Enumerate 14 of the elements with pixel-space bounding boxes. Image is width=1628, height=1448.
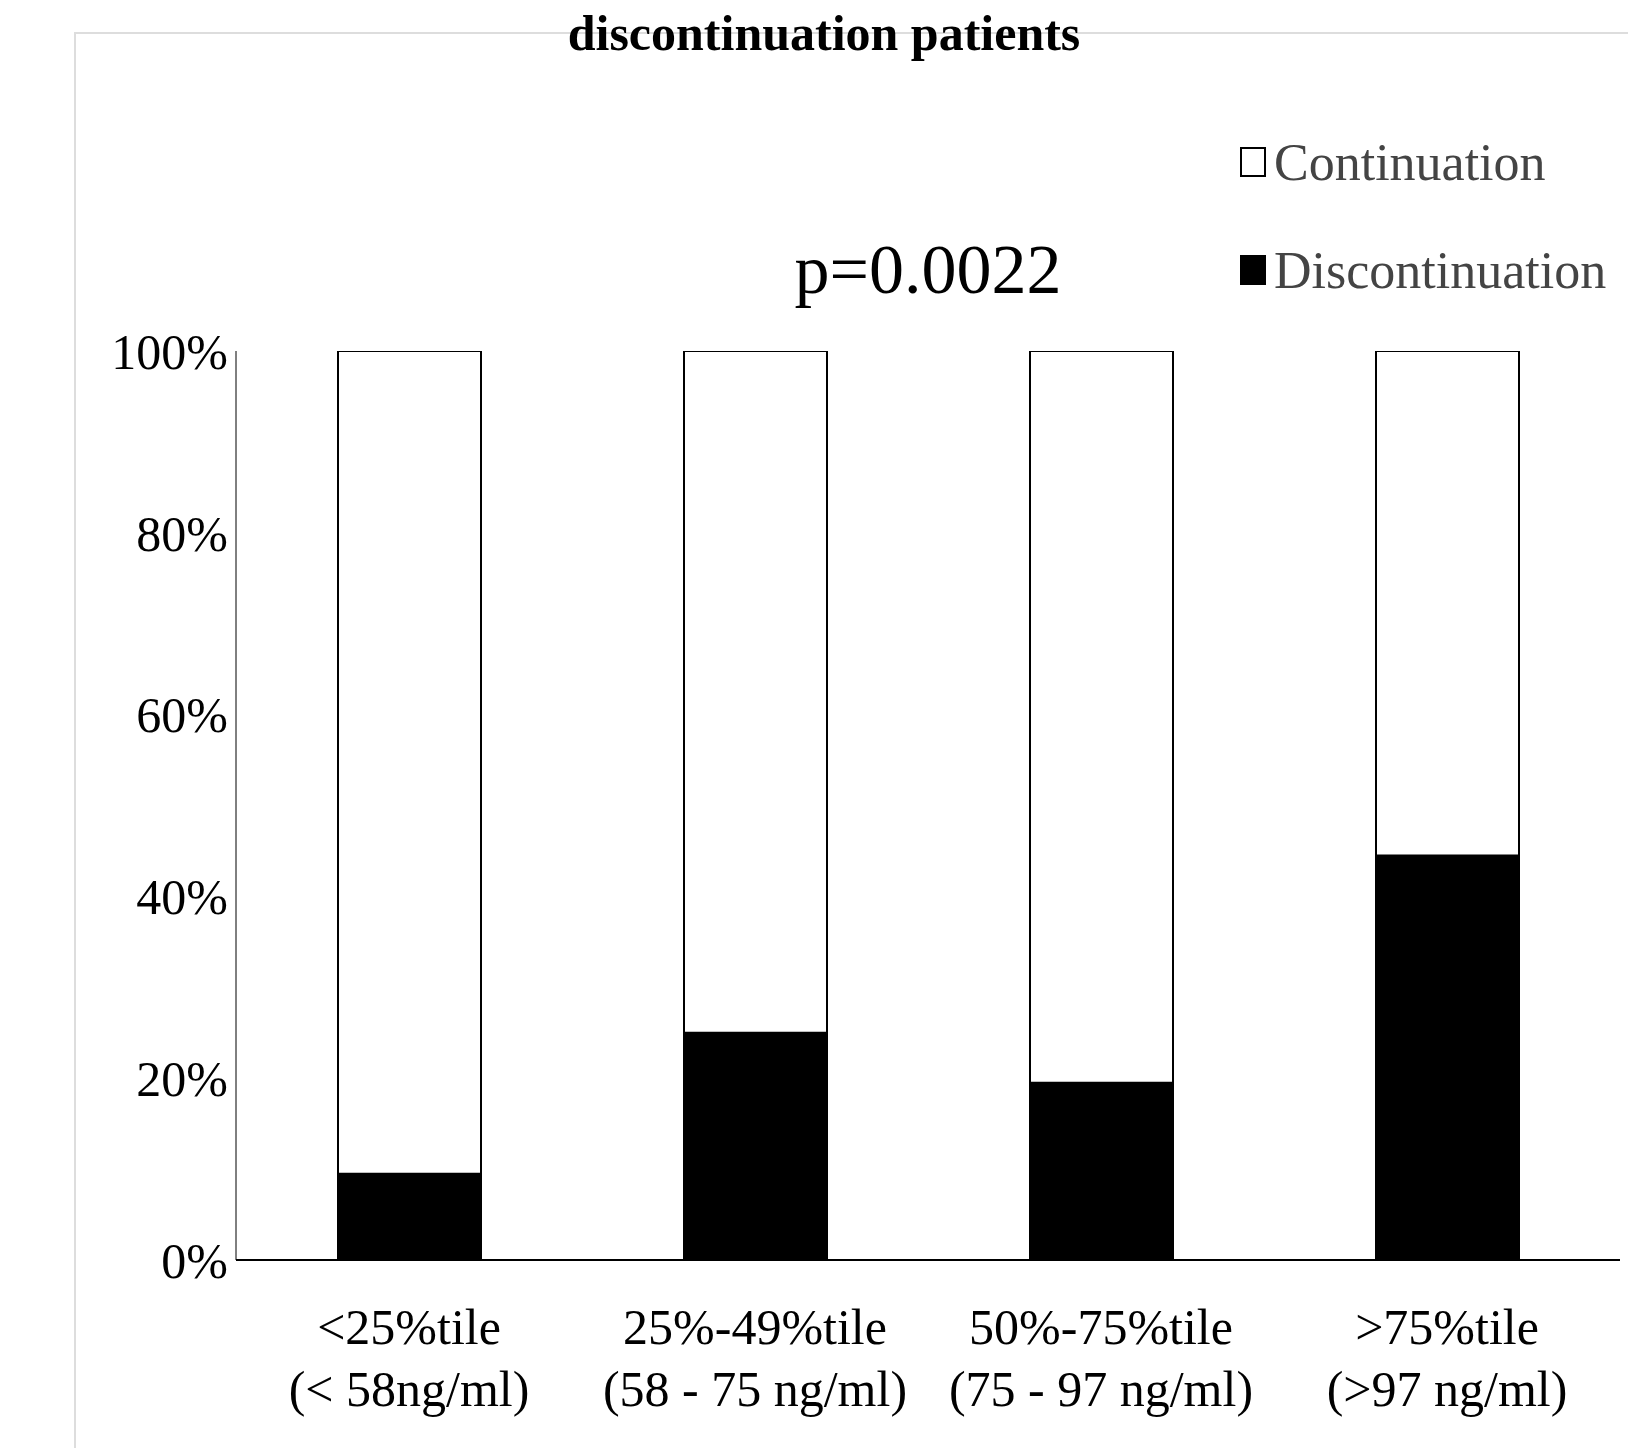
y-tick-label: 20% bbox=[136, 1050, 228, 1107]
legend-label: Discontinuation bbox=[1274, 240, 1607, 300]
x-tick-label: <25%tile (< 58ng/ml) bbox=[288, 1299, 530, 1417]
chart-title: discontinuation patients bbox=[566, 5, 1082, 61]
text: p=0.0022 bbox=[793, 230, 1063, 310]
y-tick-label: 80% bbox=[136, 505, 228, 562]
y-tick-label: 60% bbox=[136, 687, 228, 744]
x-tick-label: >75%tile (>97 ng/ml) bbox=[1326, 1299, 1568, 1417]
x-tick-label: 50%-75%tile (75 - 97 ng/ml) bbox=[948, 1299, 1254, 1417]
y-tick-label: 40% bbox=[136, 869, 228, 926]
legend-label: Continuation bbox=[1274, 132, 1546, 192]
y-tick-label: 100% bbox=[111, 323, 228, 380]
x-tick-label: 25%-49%tile (58 - 75 ng/ml) bbox=[602, 1299, 908, 1417]
y-tick-label: 0% bbox=[161, 1232, 228, 1289]
